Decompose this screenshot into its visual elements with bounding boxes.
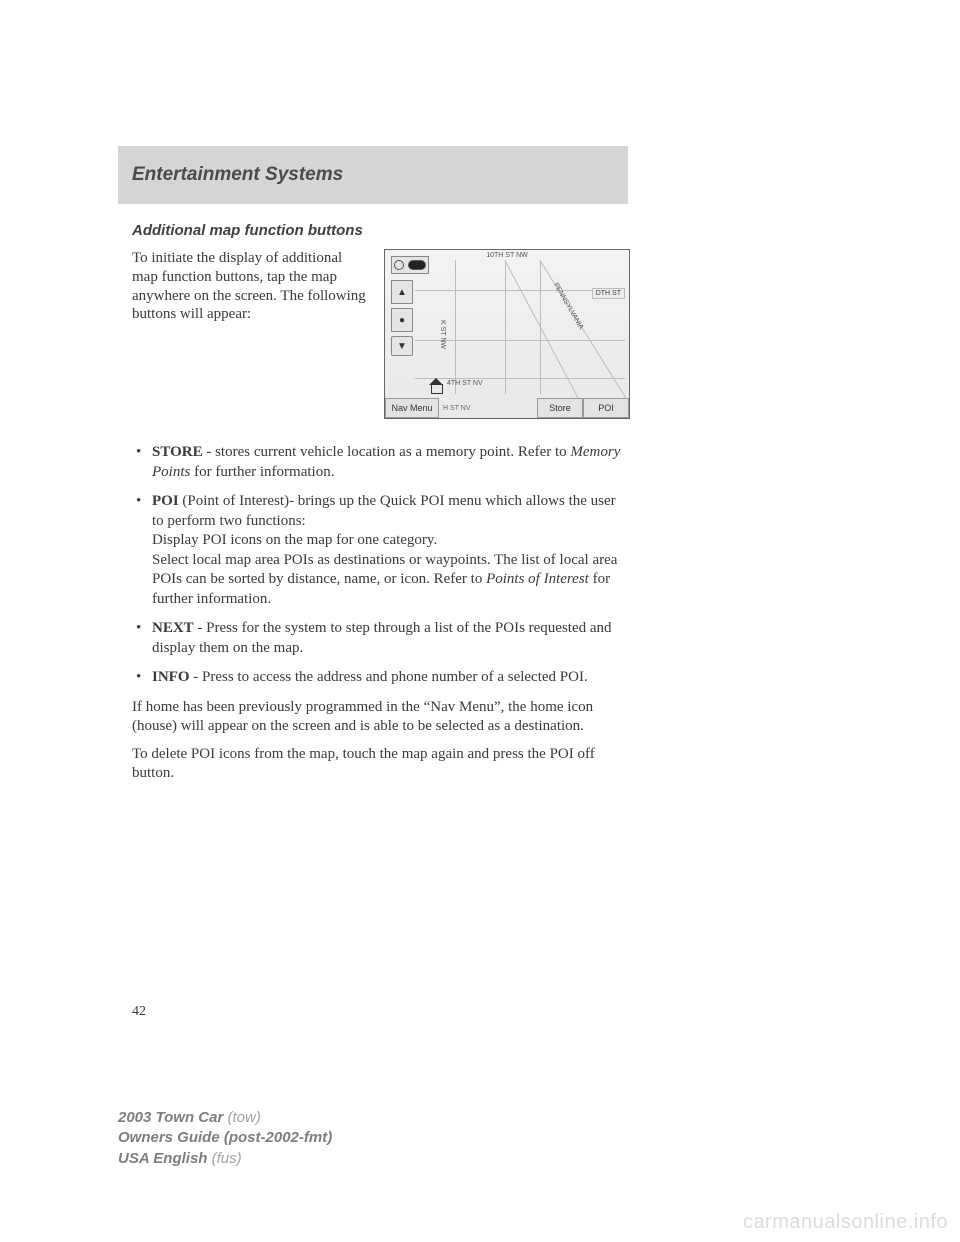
map-zoom-out-button: ▼ — [391, 336, 413, 356]
watermark: carmanualsonline.info — [743, 1211, 948, 1234]
page-content: Additional map function buttons To initi… — [132, 222, 630, 784]
footer-line-2: Owners Guide (post-2002-fmt) — [118, 1128, 332, 1148]
bullet-italic-ref: Points of Interest — [486, 571, 589, 587]
map-top-street-label: 10TH ST NW — [486, 252, 528, 259]
map-center-button: ● — [391, 308, 413, 332]
footer-block: 2003 Town Car (tow) Owners Guide (post-2… — [118, 1108, 332, 1169]
bullet-text: (Point of Interest)- brings up the Quick… — [152, 493, 616, 529]
map-gridline — [415, 340, 625, 341]
map-gridline — [505, 260, 506, 394]
section-header-title: Entertainment Systems — [132, 164, 343, 186]
body-paragraph: If home has been previously programmed i… — [132, 698, 630, 737]
bullet-info: INFO - Press to access the address and p… — [132, 668, 630, 688]
footer-guide: Owners Guide (post-2002-fmt) — [118, 1129, 332, 1146]
footer-model: 2003 Town Car — [118, 1109, 227, 1126]
footer-line-1: 2003 Town Car (tow) — [118, 1108, 332, 1128]
compass-pill-icon — [408, 260, 426, 270]
map-screenshot-figure: 10TH ST NW ▲ ● ▼ DTH ST K ST NW 4TH ST N… — [384, 249, 630, 419]
bullet-lead: POI — [152, 493, 179, 509]
intro-paragraph: To initiate the display of additional ma… — [132, 249, 370, 419]
feature-bullet-list: STORE - stores current vehicle location … — [132, 443, 630, 688]
map-right-street-label: DTH ST — [592, 288, 625, 299]
bullet-text: - Press for the system to step through a… — [152, 620, 612, 656]
footer-code: (tow) — [227, 1109, 260, 1126]
section-header: Entertainment Systems — [118, 146, 628, 204]
intro-row: To initiate the display of additional ma… — [132, 249, 630, 419]
bullet-line: Display POI icons on the map for one cat… — [152, 532, 437, 548]
map-bottom-bar: Nav Menu H ST NV Store POI — [385, 398, 629, 418]
bullet-tail: for further information. — [190, 464, 334, 480]
bullet-lead: NEXT — [152, 620, 194, 636]
bullet-text: - stores current vehicle location as a m… — [203, 444, 571, 460]
compass-ring-icon — [394, 260, 404, 270]
nav-menu-button: Nav Menu — [385, 398, 439, 418]
home-icon — [429, 378, 443, 392]
map-bottom-street-label: H ST NV — [439, 398, 537, 418]
body-paragraph: To delete POI icons from the map, touch … — [132, 745, 630, 784]
footer-lang: USA English — [118, 1150, 212, 1167]
map-street-label: K ST NW — [439, 320, 446, 349]
map-gridline — [415, 378, 625, 379]
footer-lang-code: (fus) — [212, 1150, 242, 1167]
bullet-next: NEXT - Press for the system to step thro… — [132, 619, 630, 658]
map-gridline — [455, 260, 456, 394]
page-number: 42 — [132, 1004, 146, 1020]
bullet-lead: INFO — [152, 669, 190, 685]
bullet-poi: POI (Point of Interest)- brings up the Q… — [132, 492, 630, 609]
poi-button: POI — [583, 398, 629, 418]
store-button: Store — [537, 398, 583, 418]
map-zoom-in-button: ▲ — [391, 280, 413, 304]
bullet-lead: STORE — [152, 444, 203, 460]
subsection-heading: Additional map function buttons — [132, 222, 630, 239]
map-compass-widget — [391, 256, 429, 274]
map-street-label: 4TH ST NV — [447, 380, 483, 387]
footer-line-3: USA English (fus) — [118, 1149, 332, 1169]
bullet-text: - Press to access the address and phone … — [190, 669, 588, 685]
bullet-store: STORE - stores current vehicle location … — [132, 443, 630, 482]
